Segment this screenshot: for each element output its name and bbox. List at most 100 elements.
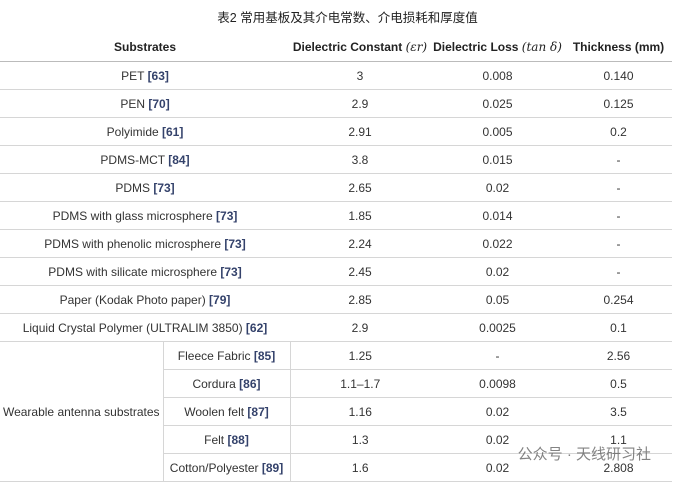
substrate-cell: PDMS-MCT [84] (0, 145, 290, 174)
substrate-name: Fleece Fabric (177, 348, 251, 363)
table-row: Liquid Crystal Polymer (ULTRALIM 3850) [… (0, 313, 672, 342)
substrate-cell: PEN [70] (0, 89, 290, 118)
header-row: Substrates Dielectric Constant (εr) Dielec… (0, 32, 672, 62)
table-title: 表2 常用基板及其介电常数、介电损耗和厚度值 (217, 11, 478, 25)
reference: [85] (253, 348, 276, 363)
value-cell: 0.5 (565, 369, 672, 398)
reference: [88] (227, 432, 249, 447)
value-cell: 0.254 (565, 285, 672, 314)
table-row: Cotton/Polyester [89] 1.6 0.02 2.808 (0, 453, 672, 482)
substrate-cell: Polyimide [61] (0, 117, 290, 146)
value-cell: 0.02 (430, 173, 565, 202)
value-cell: 0.2 (565, 117, 672, 146)
table-row: Paper (Kodak Photo paper) [79] 2.85 0.05 0.… (0, 285, 672, 314)
value-cell: 2.9 (290, 89, 430, 118)
substrate-name: PDMS with glass microsphere (52, 208, 213, 223)
value-cell: - (565, 173, 672, 202)
value-cell: 3 (290, 61, 430, 90)
substrate-name: Paper (Kodak Photo paper) (59, 292, 206, 307)
value-cell: 0.05 (430, 285, 565, 314)
substrate-name: PDMS-MCT (100, 152, 165, 167)
value-cell: 0.008 (430, 61, 565, 90)
value-cell: 0.015 (430, 145, 565, 174)
substrate-cell: Cotton/Polyester [89] (162, 453, 291, 482)
watermark: 公众号 · 天线研习社 (517, 446, 651, 463)
substrate-cell: PET [63] (0, 61, 290, 90)
substrate-name: Liquid Crystal Polymer (ULTRALIM 3850) (22, 320, 243, 335)
header-text: Dielectric Loss (433, 39, 519, 54)
value-cell: 2.65 (290, 173, 430, 202)
table-row: PDMS with glass microsphere [73] 1.85 0.01… (0, 201, 672, 230)
header-text: Dielectric Constant (292, 39, 403, 54)
reference: [86] (239, 376, 261, 391)
substrate-name: PET (121, 68, 145, 83)
table-row: Felt [88] 1.3 0.02 1.1 (0, 425, 672, 454)
reference: [61] (162, 124, 184, 139)
table-row: PET [63] 3 0.008 0.140 (0, 61, 672, 90)
reference: [62] (245, 320, 268, 335)
substrate-cell: PDMS [73] (0, 173, 290, 202)
header-symbol: (εr) (405, 39, 428, 54)
value-cell: 2.85 (290, 285, 430, 314)
reference: [87] (247, 404, 269, 419)
table-row: PDMS with phenolic microsphere [73] 2.24 0… (0, 229, 672, 258)
value-cell: 1.6 (290, 453, 430, 482)
value-cell: 1.1–1.7 (290, 369, 430, 398)
substrate-cell: PDMS with glass microsphere [73] (0, 201, 290, 230)
value-cell: 0.014 (430, 201, 565, 230)
header-cell: Dielectric Constant (εr) (290, 32, 430, 62)
value-cell: 1.3 (290, 425, 430, 454)
value-cell: 2.808 (565, 453, 672, 482)
substrate-name: Felt (204, 432, 225, 447)
substrate-name: Cordura (192, 376, 236, 391)
reference: [89] (261, 460, 284, 475)
value-cell: 0.0098 (430, 369, 565, 398)
value-cell: 0.005 (430, 117, 565, 146)
reference: [84] (168, 152, 190, 167)
value-cell: 0.0025 (430, 313, 565, 342)
value-cell: 3.5 (565, 397, 672, 426)
table-row: Wearable antenna substrates Fleece Fabric… (0, 341, 672, 482)
substrate-cell: Paper (Kodak Photo paper) [79] (0, 285, 290, 314)
header-text: Thickness (mm) (572, 39, 665, 54)
header-cell: Substrates (0, 32, 290, 62)
table-row: Polyimide [61] 2.91 0.005 0.2 (0, 117, 672, 146)
value-cell: 2.9 (290, 313, 430, 342)
value-cell: 2.45 (290, 257, 430, 286)
substrate-cell: PDMS with phenolic microsphere [73] (0, 229, 290, 258)
reference: [73] (216, 208, 238, 223)
value-cell: 0.02 (430, 257, 565, 286)
value-cell: 0.025 (430, 89, 565, 118)
value-cell: 0.02 (430, 397, 565, 426)
substrate-name: PDMS with phenolic microsphere (44, 236, 222, 251)
value-cell: 1.25 (290, 341, 430, 370)
substrate-name: Woolen felt (184, 404, 245, 419)
value-cell: - (565, 229, 672, 258)
value-cell: 0.140 (565, 61, 672, 90)
substrate-name: PEN (120, 96, 145, 111)
substrate-cell: PDMS with silicate microsphere [73] (0, 257, 290, 286)
value-cell: 0.1 (565, 313, 672, 342)
value-cell: - (430, 341, 565, 370)
value-cell: 0.02 (430, 425, 565, 454)
table-row: PDMS with silicate microsphere [73] 2.45 0… (0, 257, 672, 286)
substrate-cell: Liquid Crystal Polymer (ULTRALIM 3850) [… (0, 313, 290, 342)
reference: [73] (220, 264, 242, 279)
value-cell: 2.56 (565, 341, 672, 370)
value-cell: 1.1 (565, 425, 672, 454)
header-cell: Dielectric Loss (tan δ) (430, 32, 565, 62)
value-cell: 0.022 (430, 229, 565, 258)
value-cell: 0.02 (430, 453, 565, 482)
value-cell: 1.85 (290, 201, 430, 230)
reference: [63] (147, 68, 169, 83)
substrate-cell: Woolen felt [87] (162, 397, 291, 426)
table-row: Woolen felt [87] 1.16 0.02 3.5 (0, 397, 672, 426)
value-cell: - (565, 257, 672, 286)
value-cell: - (565, 201, 672, 230)
substrate-name: Polyimide (106, 124, 159, 139)
header-symbol: (tan δ) (521, 39, 562, 54)
substrate-cell: Cordura [86] (162, 369, 291, 398)
reference: [73] (153, 180, 175, 195)
substrate-name: PDMS (115, 180, 150, 195)
